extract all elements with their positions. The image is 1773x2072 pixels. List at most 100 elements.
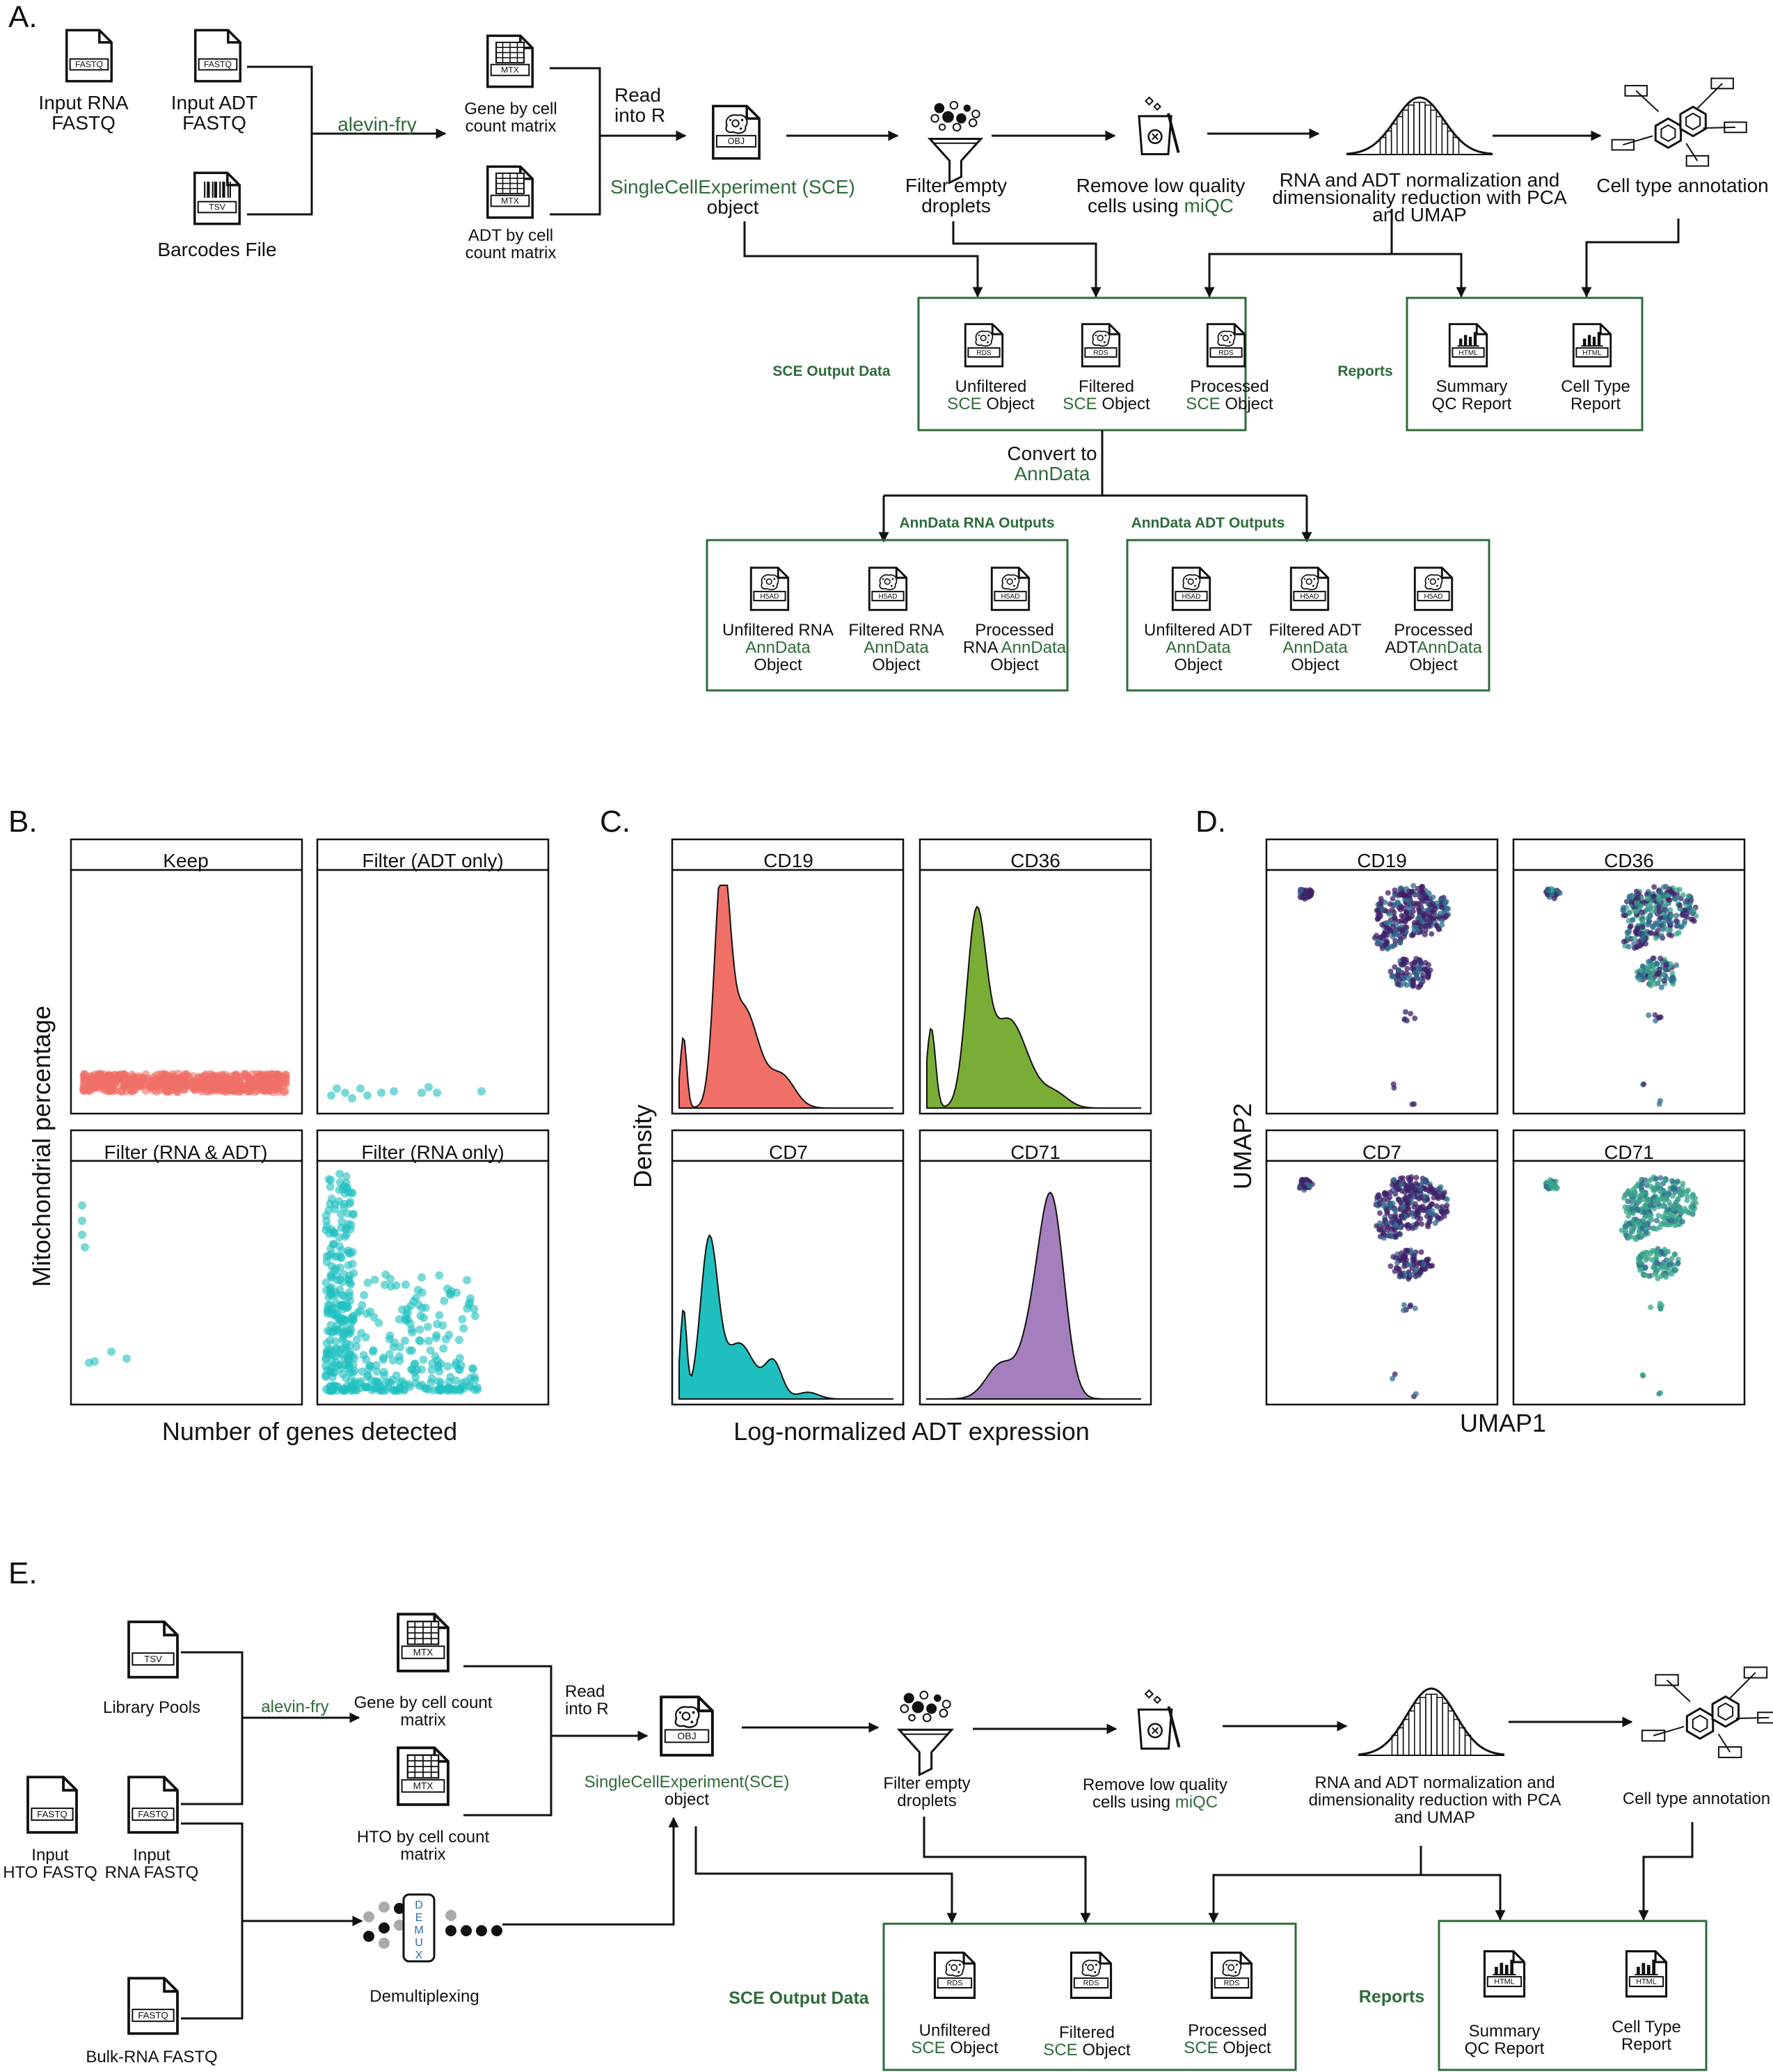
label-box	[1641, 1730, 1666, 1742]
d-cd19-point	[1413, 974, 1420, 980]
b-adt-only-point	[341, 1089, 349, 1097]
b-rna-only-point	[434, 1377, 443, 1386]
b-adt-only-point	[433, 1089, 441, 1097]
e-sce-output-file-1: RDS	[933, 1952, 976, 1999]
d-cd19-point	[1408, 932, 1415, 938]
d-cd19-point	[1399, 918, 1405, 924]
b-rna-only-point	[328, 1385, 337, 1394]
e-reports-title: Reports	[1358, 1987, 1425, 2007]
b-rna-only-point	[333, 1344, 342, 1353]
a-alevin-fry-label: alevin-fry	[337, 113, 417, 135]
d-cd19-point	[1385, 946, 1391, 952]
b-rna-only-point	[470, 1304, 479, 1313]
b-rna-only-point	[434, 1363, 443, 1372]
d-cd19-point	[1433, 900, 1440, 906]
e-sce-output-file-2: RDS	[1070, 1952, 1113, 1999]
e-bulk-label: Bulk-RNA FASTQ	[86, 2048, 218, 2066]
d-cd19-point	[1422, 927, 1429, 933]
d-cd19-point	[1426, 912, 1433, 919]
bin-x	[1151, 1727, 1159, 1734]
b-facet-filter-rna: Filter (RNA only)	[361, 1141, 504, 1163]
b-rna-only-point	[352, 1342, 361, 1351]
file-tag-label: MTX	[413, 1647, 434, 1658]
b-adt-only-point	[477, 1087, 486, 1096]
b-rna-only-point	[342, 1172, 351, 1181]
demux-input-dot	[394, 1903, 405, 1914]
a-anndata-adt-file-2: H5AD	[1289, 567, 1330, 611]
b-rna-only-point	[346, 1347, 355, 1357]
hexagon-inner	[1660, 124, 1676, 143]
d-cd19-point	[1383, 942, 1389, 948]
d-facet-4-strip	[1512, 1129, 1746, 1162]
b-rna-only-point	[435, 1311, 444, 1320]
a-convert-label: Convert to AnnData	[1007, 443, 1097, 485]
file-tag-label: HTML	[1636, 1978, 1656, 1986]
b-rna-only-point	[454, 1336, 463, 1345]
file-tag-label: H5AD	[760, 593, 779, 601]
a-adt-matrix-file: MTX	[486, 165, 534, 219]
a-sce-output-title: SCE Output Data	[772, 363, 891, 379]
file-tag-label: H5AD	[1300, 593, 1319, 601]
b-rna-only-point	[326, 1183, 335, 1192]
file-tag-label: FASTQ	[75, 60, 103, 70]
e-report-file-1: HTML	[1483, 1950, 1526, 1998]
b-rna-adt-point	[78, 1201, 86, 1210]
bell-curve	[1346, 96, 1493, 155]
network-edge	[1666, 1679, 1691, 1702]
e-filter-funnel-icon	[896, 1691, 955, 1777]
network-edge	[1696, 83, 1723, 109]
network-edge	[1653, 1725, 1685, 1737]
a-anndata-adt-item-1: Unfiltered ADT AnnData Object	[1143, 621, 1253, 675]
e-filter-to-output-line	[923, 1817, 1091, 1924]
panel-letter-c: C.	[600, 805, 630, 839]
droplet-dot	[922, 1713, 932, 1723]
d-cd19-point	[1397, 885, 1404, 892]
network-edge	[1729, 1672, 1756, 1699]
d-cd19-point	[1404, 965, 1410, 972]
b-rna-only-point	[445, 1377, 454, 1386]
b-rna-only-point	[340, 1327, 349, 1336]
e-read-into-r-label: Read into R	[565, 1682, 609, 1719]
b-rna-only-point	[344, 1361, 353, 1370]
b-keep-point	[127, 1070, 136, 1080]
b-rna-only-point	[338, 1277, 347, 1286]
a-input-adt-file: FASTQ	[194, 29, 241, 83]
a-norm-to-report-line	[1392, 253, 1467, 298]
e-norm-label: RNA and ADT normalization and dimensional…	[1308, 1773, 1561, 1828]
d-cd19-point	[1399, 912, 1405, 919]
droplet-dot	[949, 100, 959, 110]
a-anndata-rna-item-2: Filtered RNA AnnData Object	[848, 621, 944, 675]
d-cd19-point	[1426, 890, 1432, 896]
d-cd19-point	[1437, 910, 1443, 917]
file-tag-label: RDS	[1083, 1979, 1099, 1988]
b-rna-only-point	[327, 1270, 336, 1279]
demux-box	[402, 1893, 436, 1963]
b-rna-only-point	[360, 1290, 369, 1299]
b-rna-only-point	[385, 1331, 395, 1341]
file-tag-box	[1486, 1976, 1522, 1988]
droplet-dot	[926, 1703, 937, 1714]
file-tag-label: H5AD	[1424, 593, 1442, 601]
b-rna-only-point	[349, 1269, 358, 1278]
d-cd19-point	[1385, 920, 1392, 926]
b-facet-2-strip	[316, 838, 550, 871]
histogram-bar	[1464, 1734, 1472, 1756]
droplet-dot	[933, 1694, 941, 1702]
a-anndata-rna-file-3: H5AD	[990, 567, 1031, 611]
b-rna-only-point	[344, 1249, 353, 1258]
b-rna-only-point	[455, 1354, 464, 1363]
b-rna-only-point	[407, 1365, 416, 1374]
hexagon	[1679, 105, 1707, 138]
file-tag-box	[31, 1808, 74, 1821]
b-rna-only-point	[344, 1260, 353, 1270]
d-cd19-point	[1410, 978, 1417, 984]
file-tag-box	[1575, 347, 1609, 358]
e-sce-label: SingleCellExperiment(SCE) object	[584, 1773, 790, 1810]
b-rna-only-point	[400, 1386, 409, 1395]
demux-letter: M	[414, 1924, 423, 1936]
e-demux-to-sce-arrow	[502, 1817, 679, 1926]
b-keep-point	[189, 1072, 198, 1081]
d-cd19-point	[1419, 899, 1425, 905]
